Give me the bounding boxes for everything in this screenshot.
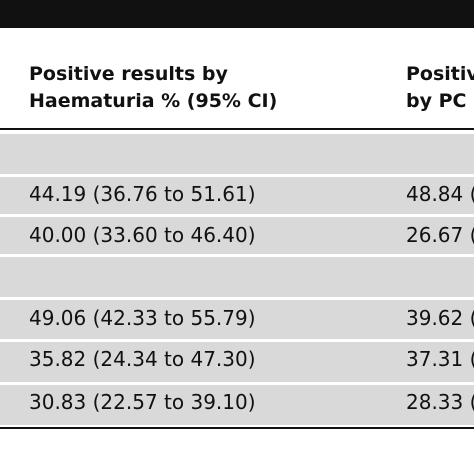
table-cell: 37.31 ( (406, 347, 474, 371)
table-cell: 49.06 (42.33 to 55.79) (29, 306, 256, 330)
table-row (0, 342, 474, 382)
table-top-rule (0, 0, 474, 28)
table-cell: 44.19 (36.76 to 51.61) (29, 182, 256, 206)
table-row (0, 217, 474, 257)
row-separator (0, 254, 474, 257)
table-row-section (0, 257, 474, 297)
row-separator (0, 174, 474, 177)
table-cell: 40.00 (33.60 to 46.40) (29, 223, 256, 247)
table-row (0, 177, 474, 217)
table-cell: 30.83 (22.57 to 39.10) (29, 390, 256, 414)
row-separator (0, 382, 474, 385)
column-header-haematuria: Positive results by Haematuria % (95% CI… (29, 61, 277, 115)
table-bottom-rule (0, 427, 474, 429)
table-cell: 35.82 (24.34 to 47.30) (29, 347, 256, 371)
table-cell: 26.67 ( (406, 223, 474, 247)
column-header-line: Positive results by (29, 63, 228, 85)
table-cell: 39.62 ( (406, 306, 474, 330)
row-separator (0, 214, 474, 217)
table-row (0, 299, 474, 339)
row-separator (0, 339, 474, 342)
table-row-section (0, 134, 474, 174)
column-header-line: by PC (406, 90, 467, 112)
row-separator (0, 297, 474, 300)
header-bottom-rule (0, 128, 474, 130)
column-header-line: Positiv (406, 63, 474, 85)
column-header-line: Haematuria % (95% CI) (29, 90, 278, 112)
column-header-pc: Positiv by PC (406, 61, 474, 115)
table-row (0, 385, 474, 425)
table-cell: 28.33 ( (406, 390, 474, 414)
table-cell: 48.84 ( (406, 182, 474, 206)
